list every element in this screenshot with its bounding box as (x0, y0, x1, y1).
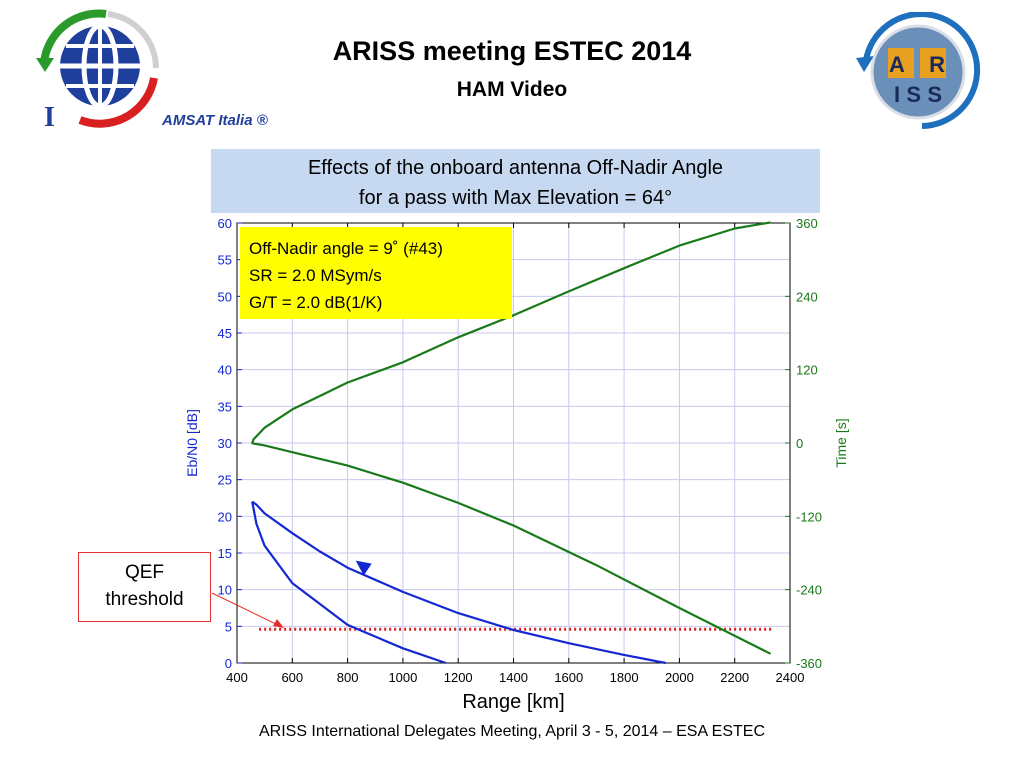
logo-blue-arc (863, 12, 981, 129)
y-tick-label: 35 (218, 399, 232, 414)
qef-line2: threshold (105, 589, 184, 610)
slide-title: ARISS meeting ESTEC 2014 (332, 36, 692, 66)
y2-tick-label: 240 (796, 289, 818, 304)
x-tick-label: 2000 (665, 670, 694, 685)
parameter-off-nadir: Off-Nadir angle = 9˚ (#43) (249, 239, 443, 258)
y2-axis-label: Time [s] (833, 418, 849, 467)
chart-header-line2: for a pass with Max Elevation = 64° (358, 187, 673, 209)
parameter-symbol-rate: SR = 2.0 MSym/s (249, 266, 382, 285)
logo-red-arc (78, 77, 158, 128)
x-tick-label: 1800 (610, 670, 639, 685)
y-axis-label: Eb/N0 [dB] (184, 409, 200, 477)
y2-tick-label: 360 (796, 216, 818, 231)
y-tick-label: 50 (218, 289, 232, 304)
series-line-2 (251, 221, 772, 655)
chart-tick-labels: 400 600 800 1000 1200 1400 1600 1800 2000 2200 240… (218, 216, 823, 685)
logo-letter: I (44, 102, 55, 130)
chart-header: Effects of the onboard antenna Off-Nadir… (211, 149, 820, 213)
y-tick-label: 40 (218, 363, 232, 378)
y-tick-label: 15 (218, 546, 232, 561)
chart-header-line1: Effects of the onboard antenna Off-Nadir… (307, 157, 724, 179)
x-tick-label: 400 (226, 670, 248, 685)
y-tick-label: 10 (218, 583, 232, 598)
amsat-italia-logo: I (36, 9, 159, 130)
series-line-0 (251, 501, 447, 665)
x-tick-label: 1000 (388, 670, 417, 685)
y-tick-label: 60 (218, 216, 232, 231)
qef-pointer-arrowhead (273, 619, 284, 628)
y2-tick-label: 120 (796, 363, 818, 378)
slide-subtitle: HAM Video (456, 78, 568, 101)
x-tick-label: 800 (337, 670, 359, 685)
x-tick-label: 1600 (554, 670, 583, 685)
x-tick-label: 2400 (776, 670, 805, 685)
y-tick-label: 55 (218, 253, 232, 268)
ariss-logo: AR ISS (856, 12, 981, 129)
y2-tick-label: -360 (796, 656, 822, 671)
series-line-1 (251, 500, 666, 665)
y-tick-label: 45 (218, 326, 232, 341)
qef-threshold-callout: QEF threshold (78, 552, 211, 622)
qef-line1: QEF (124, 562, 165, 583)
y-tick-label: 0 (225, 656, 232, 671)
x-tick-label: 600 (281, 670, 303, 685)
x-tick-label: 1200 (444, 670, 473, 685)
slide-footer: ARISS International Delegates Meeting, A… (258, 723, 766, 740)
logo-gray-arc (107, 11, 159, 69)
y2-tick-label: -120 (796, 509, 822, 524)
direction-arrow (355, 560, 372, 576)
parameters-box: Off-Nadir angle = 9˚ (#43) SR = 2.0 MSym… (240, 227, 512, 319)
parameter-gt: G/T = 2.0 dB(1/K) (249, 293, 383, 312)
logo-green-arc (40, 9, 107, 64)
y-tick-label: 25 (218, 473, 232, 488)
logo-blue-arrowhead (856, 56, 874, 72)
qef-pointer-line (211, 592, 281, 627)
logo-green-arrowhead (36, 58, 54, 72)
chart-series (211, 221, 774, 665)
y-tick-label: 5 (225, 619, 232, 634)
x-tick-label: 1400 (499, 670, 528, 685)
y2-tick-label: 0 (796, 436, 803, 451)
x-tick-label: 2200 (720, 670, 749, 685)
y-tick-label: 30 (218, 436, 232, 451)
y-tick-label: 20 (218, 509, 232, 524)
y2-tick-label: -240 (796, 583, 822, 598)
x-axis-label: Range [km] (462, 691, 564, 713)
amsat-italia-text: AMSAT Italia ® (162, 112, 268, 129)
